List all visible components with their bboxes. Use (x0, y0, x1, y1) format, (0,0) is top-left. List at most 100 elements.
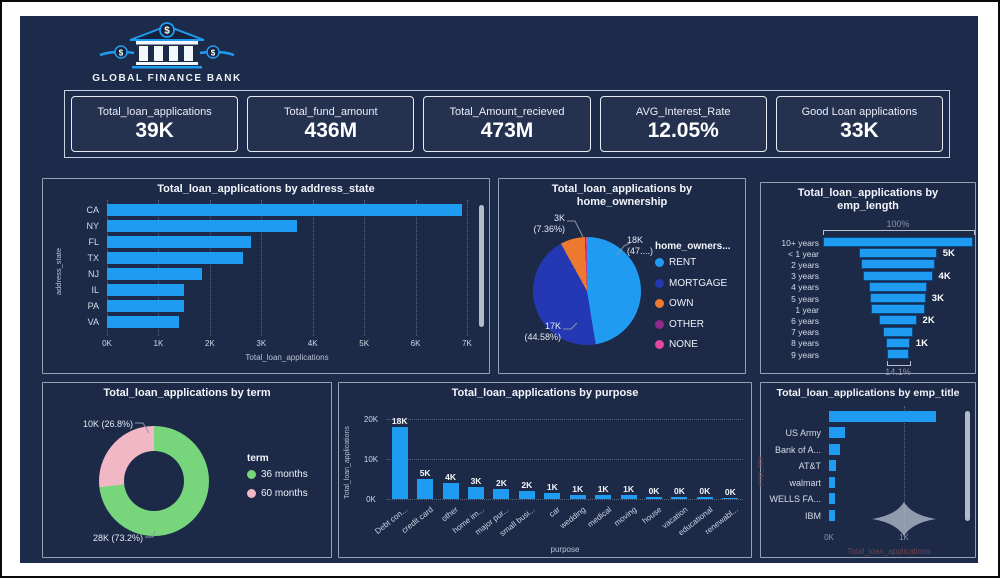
bar-FL[interactable] (107, 236, 251, 248)
bar-medical[interactable] (595, 495, 612, 499)
bar-NY[interactable] (107, 220, 298, 232)
funnel-bar-8 years[interactable] (886, 337, 910, 348)
bar-VA[interactable] (107, 316, 179, 328)
category-label: Bank of A... (774, 444, 821, 455)
funnel-bar-< 1 year[interactable] (859, 248, 937, 259)
funnel-bar-2 years[interactable] (860, 259, 936, 270)
chart-title: Total_loan_applications by emp_length (797, 187, 939, 213)
bar-value-label: 5K (419, 468, 431, 478)
category-label: PA (87, 301, 99, 311)
bar-walmart[interactable] (829, 476, 836, 488)
bar-WELLS FA...[interactable] (829, 493, 835, 505)
gridline (387, 459, 743, 460)
legend-item-NONE[interactable]: NONE (655, 339, 698, 350)
funnel-bar-3 years[interactable] (863, 270, 933, 281)
funnel-category-label: 3 years (791, 271, 819, 282)
gridline (387, 499, 743, 500)
bar-car[interactable] (544, 493, 561, 499)
funnel-bar-1 year[interactable] (871, 304, 925, 315)
bar-educational[interactable] (696, 497, 713, 499)
funnel-bar-5 years[interactable] (870, 293, 926, 303)
bank-logo-title: GLOBAL FINANCE BANK (92, 73, 242, 84)
x-axis-title: Total_loan_applications (847, 546, 931, 556)
bar-credit card[interactable] (417, 479, 434, 499)
bar-renewabl...[interactable] (722, 497, 739, 499)
kpi-value: 33K (840, 118, 879, 142)
vertical-scrollbar[interactable] (965, 411, 970, 521)
bar-CA[interactable] (107, 204, 462, 216)
kpi-label: Total_Amount_recieved (449, 105, 565, 118)
legend-color-dot (655, 299, 664, 308)
bar-vacation[interactable] (671, 497, 688, 499)
bar-TX[interactable] (107, 252, 244, 264)
gridline (467, 200, 468, 336)
bar-IL[interactable] (107, 284, 185, 296)
funnel-bar-9 years[interactable] (887, 349, 909, 359)
compass-star-watermark-icon (872, 502, 936, 536)
bar-AT&T[interactable] (829, 460, 836, 472)
legend-item-36 months[interactable]: 36 months (247, 469, 308, 480)
kpi-value: 12.05% (647, 118, 719, 142)
bar-NJ[interactable] (107, 268, 203, 280)
bar-home im...[interactable] (468, 487, 484, 499)
y-tick-label: 10K (363, 455, 379, 464)
legend-color-dot (655, 340, 664, 349)
vertical-scrollbar[interactable] (479, 205, 484, 327)
funnel-bar-6 years[interactable] (879, 315, 917, 326)
x-tick-label: 0K (824, 532, 834, 542)
funnel-category-label: 2 years (791, 259, 819, 270)
x-tick-label: 7K (462, 339, 472, 348)
bar-blank[interactable] (829, 410, 936, 422)
bar-Debt con...[interactable] (391, 427, 408, 499)
legend-item-OTHER[interactable]: OTHER (655, 319, 704, 330)
bar-other[interactable] (442, 483, 459, 499)
bar-PA[interactable] (107, 300, 185, 312)
legend-item-label: OWN (669, 298, 694, 309)
bar-US Army[interactable] (829, 427, 845, 439)
kpi-card-0: Total_loan_applications 39K (71, 96, 239, 152)
kpi-label: Total_loan_applications (97, 105, 212, 118)
kpi-card-2: Total_Amount_recieved 473M (423, 96, 591, 152)
bar-wedding[interactable] (569, 494, 586, 499)
chart-title: Total_loan_applications by term (103, 387, 271, 399)
funnel-category-label: 6 years (791, 315, 819, 326)
funnel-bar-10+ years[interactable] (823, 237, 973, 247)
bar-value-label: 0K (648, 485, 660, 496)
funnel-category-label: < 1 year (788, 248, 819, 259)
legend-color-dot (655, 319, 664, 329)
bar-small busi...[interactable] (518, 491, 535, 499)
funnel-bar-4 years[interactable] (869, 281, 927, 292)
legend-item-RENT[interactable]: RENT (655, 257, 696, 268)
panel-loans-by-emp-length: Total_loan_applications by emp_length 10… (760, 182, 976, 377)
legend-item-OWN[interactable]: OWN (655, 298, 693, 309)
legend-color-dot (247, 489, 256, 498)
funnel-value-label: 2K (922, 315, 935, 327)
legend-item-60 months[interactable]: 60 months (247, 488, 308, 499)
bar-house[interactable] (646, 496, 662, 499)
bar-Bank of A...[interactable] (829, 443, 841, 455)
funnel-bottom-bracket (887, 361, 911, 367)
donut-slice-label-36-months: 28K (73.2%) (92, 533, 143, 543)
panel-loans-by-address-state: Total_loan_applications by address_state… (42, 178, 490, 374)
funnel-top-bracket (823, 230, 975, 235)
category-label: NJ (88, 269, 99, 279)
y-axis-title: address_state (54, 247, 64, 296)
donut-term[interactable] (99, 426, 209, 536)
legend-item-MORTGAGE[interactable]: MORTGAGE (655, 278, 727, 289)
y-axis-title: Total_loan_applications (343, 426, 351, 499)
bar-value-label: 1K (572, 483, 584, 494)
legend-color-dot (655, 278, 664, 288)
category-label: AT&T (798, 461, 821, 472)
gridline (312, 200, 314, 336)
donut-hole (124, 451, 184, 511)
bar-moving[interactable] (620, 495, 637, 499)
bar-IBM[interactable] (829, 509, 835, 521)
bar-value-label: 1K (546, 482, 558, 493)
svg-text:$: $ (211, 49, 216, 58)
funnel-bar-7 years[interactable] (882, 326, 914, 337)
panel-loans-by-home-ownership: Total_loan_applications by home_ownershi… (498, 178, 746, 374)
legend-item-label: NONE (669, 339, 698, 350)
funnel-value-label: 5K (942, 248, 955, 260)
bar-major pur...[interactable] (493, 489, 510, 499)
